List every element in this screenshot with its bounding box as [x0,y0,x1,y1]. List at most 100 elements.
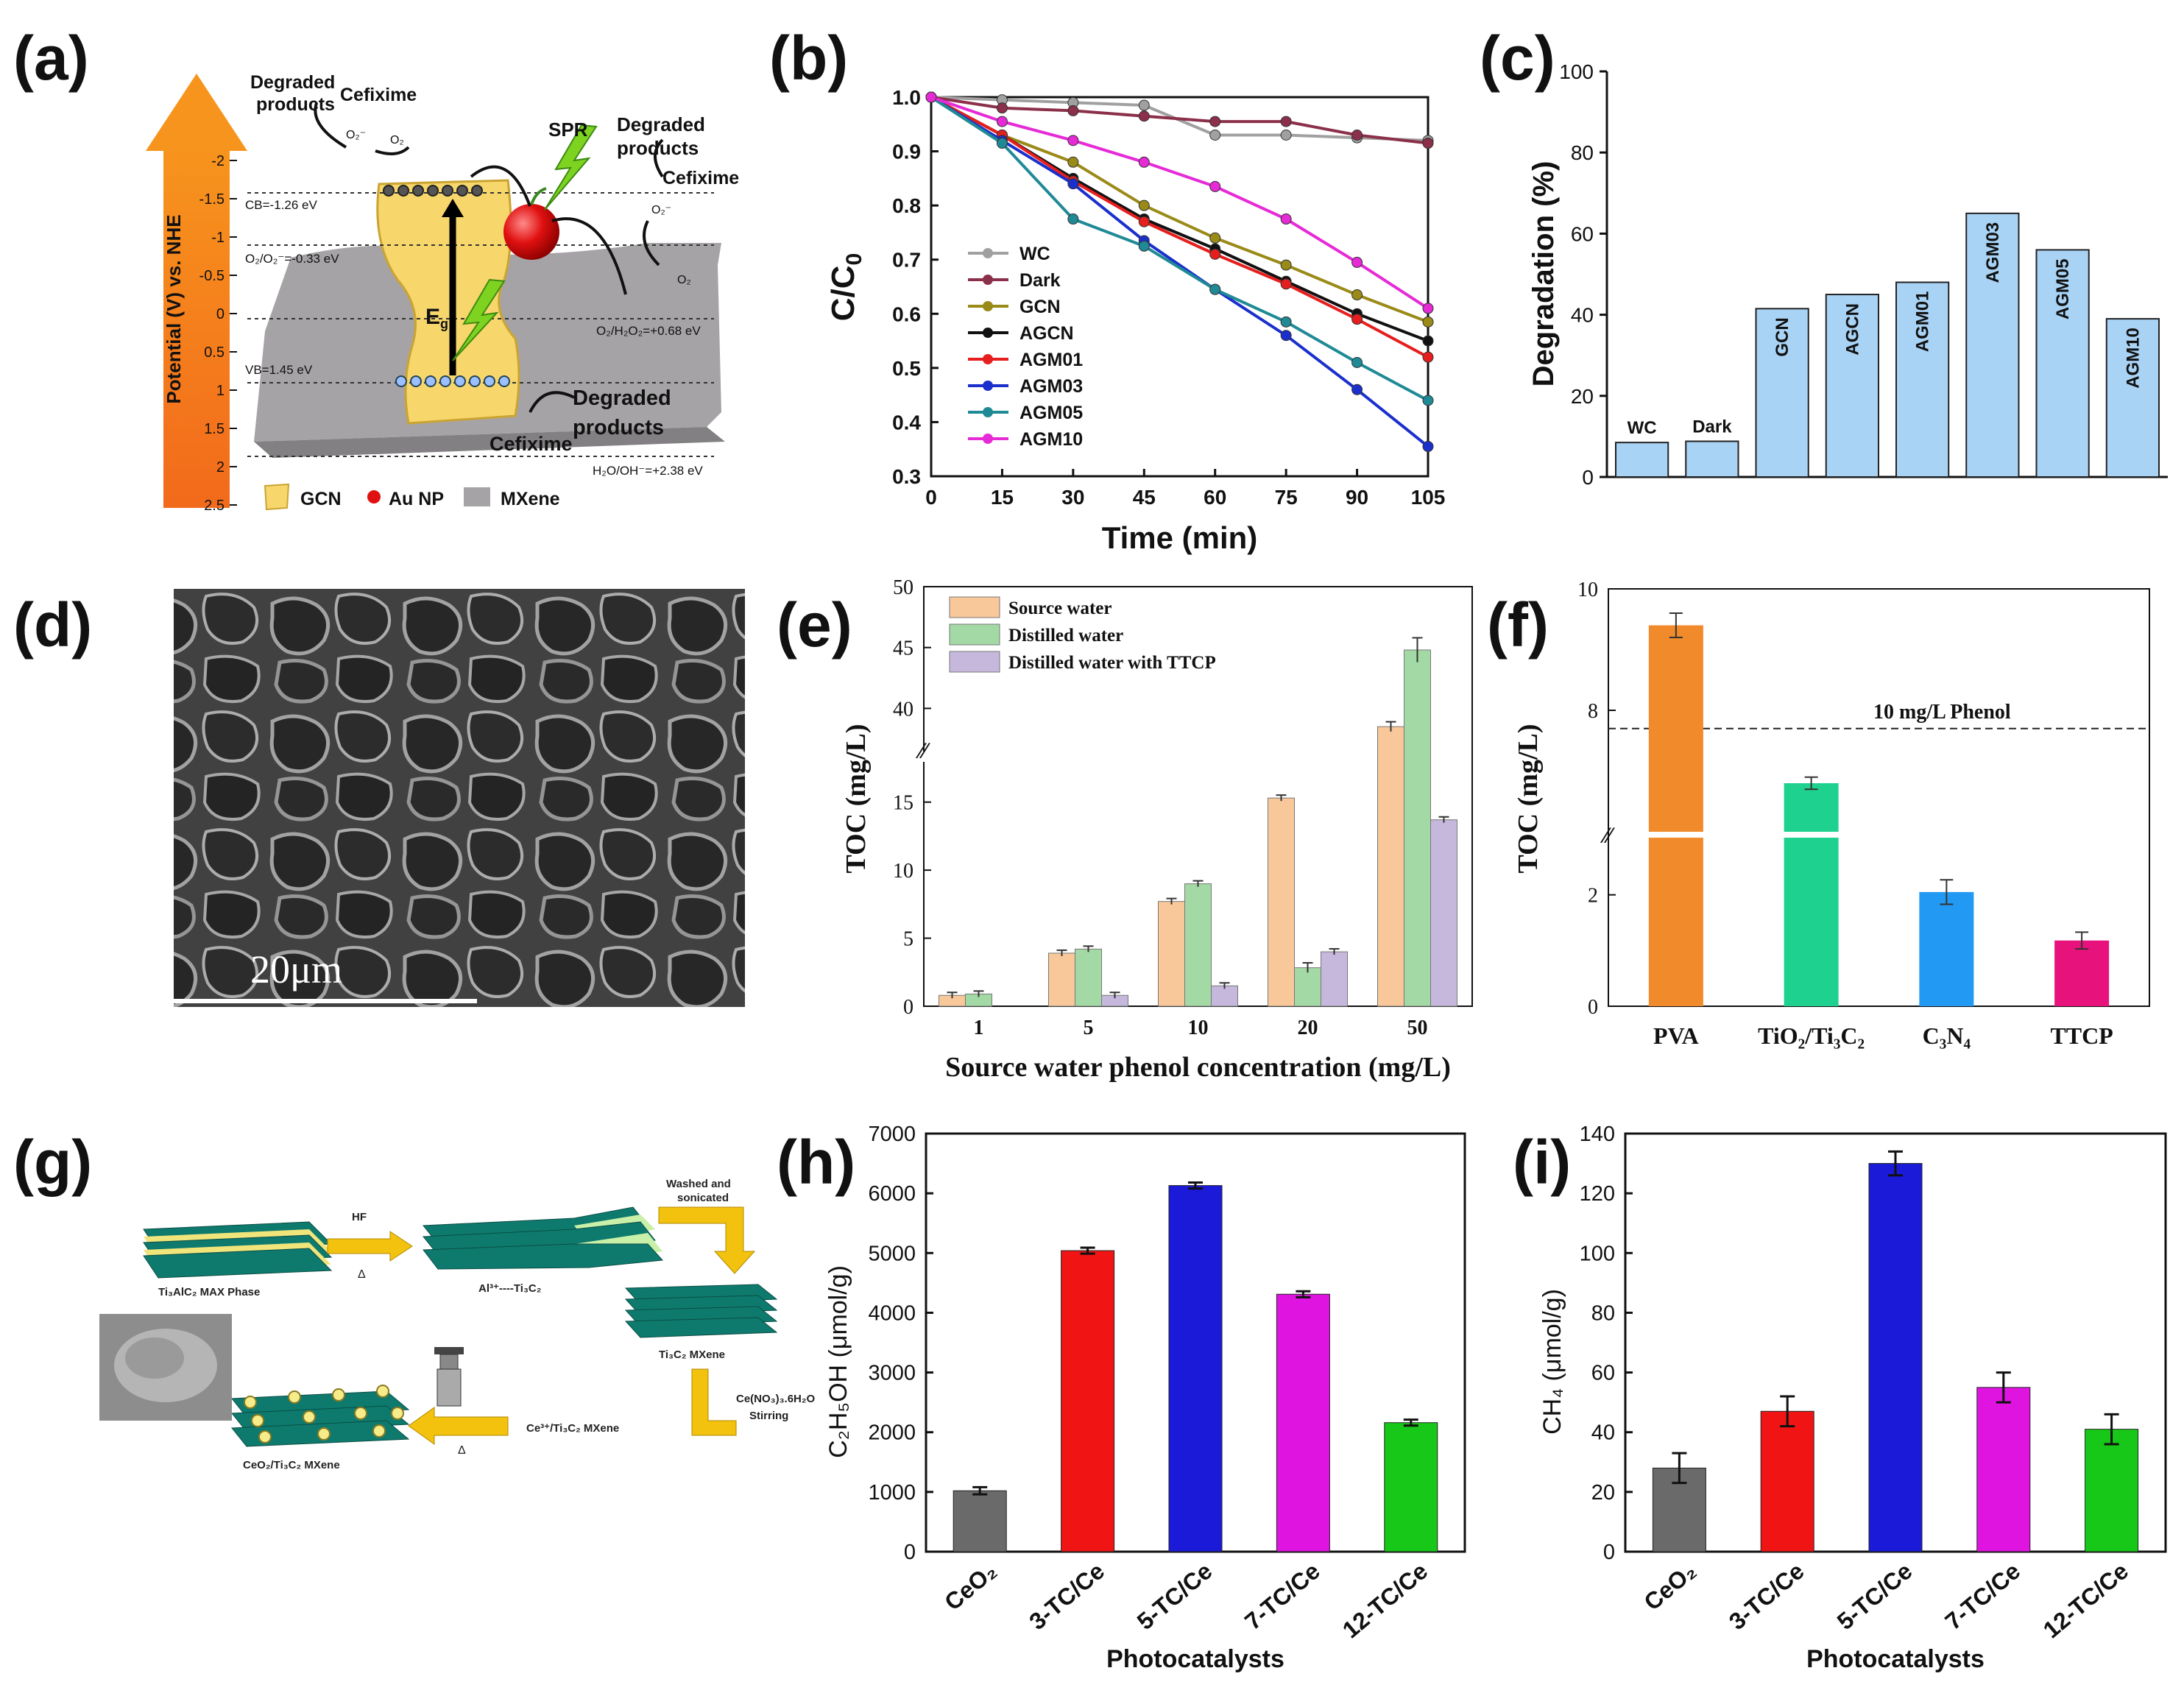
x-tick-label: 0 [925,486,937,509]
label-delta-1: Δ [358,1268,366,1281]
text-cefixime-2: Cefixime [662,168,739,188]
bar-agcn [1825,294,1879,478]
label-ce-reagent: Ce(NO₃)₃.6H₂O [736,1393,816,1405]
y-tick-label: 80 [1571,141,1594,164]
data-point-dark [1351,130,1363,141]
x-tick-label: 5-TC/Ce [1132,1558,1218,1635]
bar-3 [1276,1293,1330,1552]
label-hf: HF [352,1211,367,1223]
panel-label-b: (b) [769,24,848,93]
x-axis-label: Photocatalysts [1806,1645,1985,1673]
series-line-agm01 [930,96,1429,358]
hole-dots [395,375,510,387]
level-vb: VB=1.45 eV [245,363,313,377]
label-ce3: Ce³⁺/Ti₃C₂ MXene [526,1422,619,1435]
y-tick-label: 8 [1588,700,1598,723]
y-tick-label: 0.8 [892,194,921,217]
bar-distilled-water [1184,883,1212,1007]
potential-axis-label: Potential (V) vs. NHE [163,214,185,403]
label-sonicated: sonicated [677,1192,729,1204]
bar-label: AGM05 [2053,258,2073,319]
panel-a-legend: GCN Au NP MXene [264,483,560,511]
y-tick-label: 40 [1591,1421,1615,1445]
y-tick-label: 0 [1582,466,1594,489]
data-point-agm01 [1351,314,1363,325]
bar-distilled-water [1404,649,1431,1007]
legend-label-agm01: AGM01 [1019,350,1083,370]
panel-b-line-chart: 0 15 30 45 60 75 90 105 0.3 0.4 0.5 0.6 0.7 0.8 0.9 1.0… [825,86,1445,555]
text-o2-minus-2: O₂⁻ [651,204,671,216]
data-point-agm10 [1209,180,1221,192]
x-tick-label: 60 [1204,486,1226,509]
panel-label-i: (i) [1513,1128,1571,1197]
data-point-agm03 [1422,441,1434,453]
data-point-agm05 [1067,213,1079,225]
data-point-agm05 [1280,316,1292,328]
panel-label-c: (c) [1480,24,1555,93]
label-delta-2: Δ [458,1444,466,1457]
max-phase-stack [143,1221,333,1279]
y-axis-label: Degradation (%) [1527,161,1560,387]
y-tick-label: 3000 [868,1362,916,1385]
panel-f-bar-chart: 0 2 8 10 ∕∕ TOC (mg/L) 10 mg/L Phenol PVA TiO₂/T… [1513,579,2150,1049]
data-point-agm05 [996,138,1008,149]
text-spr: SPR [548,119,588,141]
y-tick-label: 10 [1577,579,1598,601]
x-tick-label: 5-TC/Ce [1832,1558,1918,1635]
x-tick-label: 3-TC/Ce [1724,1558,1809,1635]
legend-swatch [949,623,1000,646]
data-point-agm10 [1351,256,1363,268]
electron-dots [383,185,483,197]
bar-label: Dark [1692,417,1732,437]
data-point-dark [1280,116,1292,127]
legend-swatch-marker [983,248,993,258]
series-line-agm03 [930,96,1430,448]
bar-agm01 [1895,281,1950,478]
legend-label: Source water [1008,598,1112,618]
text-products-2: products [617,137,699,159]
y-tick-label: 2 [1588,885,1598,908]
bar-label: AGM01 [1913,291,1933,353]
y-tick-label: 100 [1580,1242,1615,1265]
panel-label-a: (a) [13,24,89,93]
data-point-agm10 [925,91,937,103]
y-axis-label: C₂H₅OH (μmol/g) [824,1265,852,1458]
x-tick-label: 105 [1411,486,1446,509]
y-axis-label: TOC (mg/L) [1513,724,1544,873]
y-tick-label: 10 [893,860,913,883]
level-cb: CB=-1.26 eV [245,198,317,212]
y-axis-label: TOC (mg/L) [841,724,872,873]
label-product: CeO₂/Ti₃C₂ MXene [243,1459,340,1471]
text-cefixime-1: Cefixime [340,85,417,105]
legend-label-wc: WC [1019,244,1050,264]
y-tick-label: 5000 [868,1242,916,1265]
label-al-ti: Al³⁺----Ti₃C₂ [478,1282,541,1295]
y-axis-label: CH₄ (μmol/g) [1538,1289,1566,1435]
legend-swatch [949,596,1000,618]
data-point-agm05 [1351,357,1363,368]
x-tick-label: 10 [1188,1017,1209,1039]
y-tick-label: 1.0 [892,86,921,109]
x-tick-label: TTCP [2050,1022,2113,1049]
legend-label-agm05: AGM05 [1019,403,1083,423]
legend-mxene-label: MXene [501,489,560,509]
bar-source-water [1158,901,1185,1007]
bar-3 [2054,940,2110,1006]
bar-1 [1061,1250,1115,1552]
y-tick-label: 0 [1603,1541,1615,1564]
plot-frame [930,96,1430,478]
x-tick-label: 50 [1407,1017,1428,1039]
legend-au-swatch [367,490,381,503]
potential-tick-label: -1.5 [199,191,225,208]
x-tick-label: 7-TC/Ce [1240,1558,1325,1635]
data-point-agcn [1422,335,1434,347]
data-point-dark [1138,110,1150,122]
panel-label-d: (d) [13,590,92,660]
bar-wc [1615,442,1669,478]
wash-arrow [658,1206,756,1274]
bar-label: AGCN [1842,303,1862,356]
bar-break-band [1782,832,1840,838]
data-point-agm10 [1280,213,1292,225]
bar-source-water [1377,726,1404,1007]
legend-swatch-marker [983,301,993,311]
